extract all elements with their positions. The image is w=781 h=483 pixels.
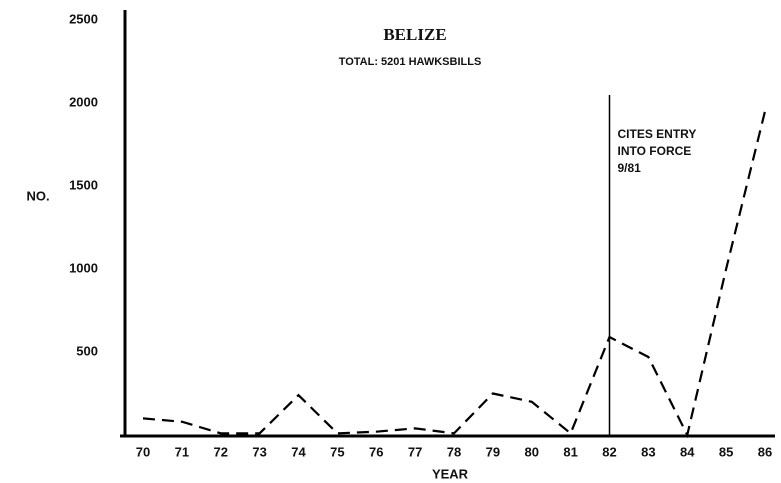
event-label: 9/81 (618, 161, 642, 175)
x-tick-label: 71 (175, 444, 189, 459)
x-tick-label: 81 (563, 444, 577, 459)
x-tick-label: 82 (602, 444, 616, 459)
y-tick-label: 1000 (69, 260, 98, 275)
y-axis-label: NO. (26, 188, 49, 203)
x-tick-label: 72 (214, 444, 228, 459)
x-tick-label: 70 (136, 444, 150, 459)
y-tick-label: 500 (76, 343, 98, 358)
y-tick-label: 1500 (69, 177, 98, 192)
x-tick-label: 75 (330, 444, 344, 459)
x-tick-label: 79 (486, 444, 500, 459)
chart-subtitle: TOTAL: 5201 HAWKSBILLS (339, 56, 482, 68)
event-label: CITES ENTRY (618, 127, 697, 141)
x-tick-label: 73 (252, 444, 266, 459)
chart-title: BELIZE (383, 25, 446, 44)
x-tick-label: 85 (719, 444, 733, 459)
event-label: INTO FORCE (618, 144, 692, 158)
y-tick-label: 2500 (69, 11, 98, 26)
x-tick-label: 86 (758, 444, 772, 459)
x-tick-label: 77 (408, 444, 422, 459)
x-tick-label: 80 (525, 444, 539, 459)
x-tick-label: 84 (680, 444, 695, 459)
x-tick-label: 74 (291, 444, 306, 459)
x-axis-label: YEAR (432, 466, 469, 481)
x-tick-label: 83 (641, 444, 655, 459)
y-tick-label: 2000 (69, 94, 98, 109)
x-tick-label: 76 (369, 444, 383, 459)
x-tick-label: 78 (447, 444, 461, 459)
data-line (142, 111, 767, 439)
